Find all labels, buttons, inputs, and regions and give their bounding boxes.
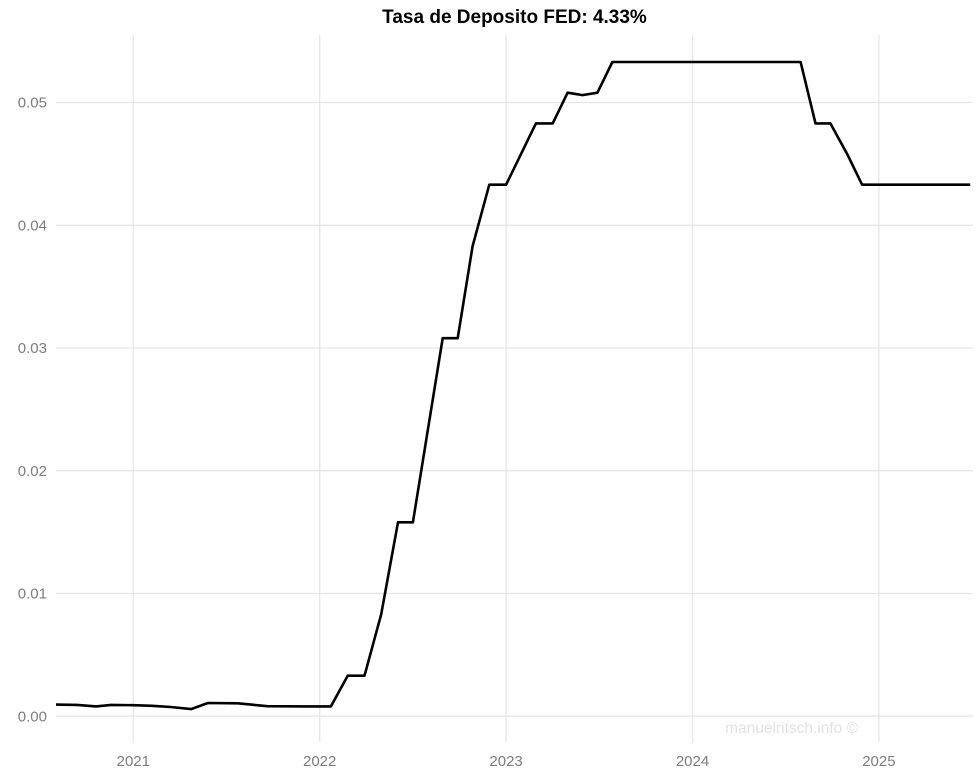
y-tick-label: 0.04 [18, 218, 47, 235]
x-tick-label: 2022 [303, 753, 336, 770]
y-tick-label: 0.01 [18, 586, 47, 603]
x-tick-label: 2025 [862, 753, 895, 770]
x-tick-label: 2021 [117, 753, 150, 770]
y-tick-label: 0.03 [18, 340, 47, 357]
x-tick-label: 2023 [489, 753, 522, 770]
watermark: manuelritsch.info © [725, 720, 858, 737]
y-tick-label: 0.02 [18, 463, 47, 480]
series-line [55, 60, 971, 711]
y-tick-label: 0.05 [18, 95, 47, 112]
chart-title: Tasa de Deposito FED: 4.33% [382, 7, 647, 28]
y-tick-label: 0.00 [18, 708, 47, 725]
x-tick-label: 2024 [676, 753, 709, 770]
